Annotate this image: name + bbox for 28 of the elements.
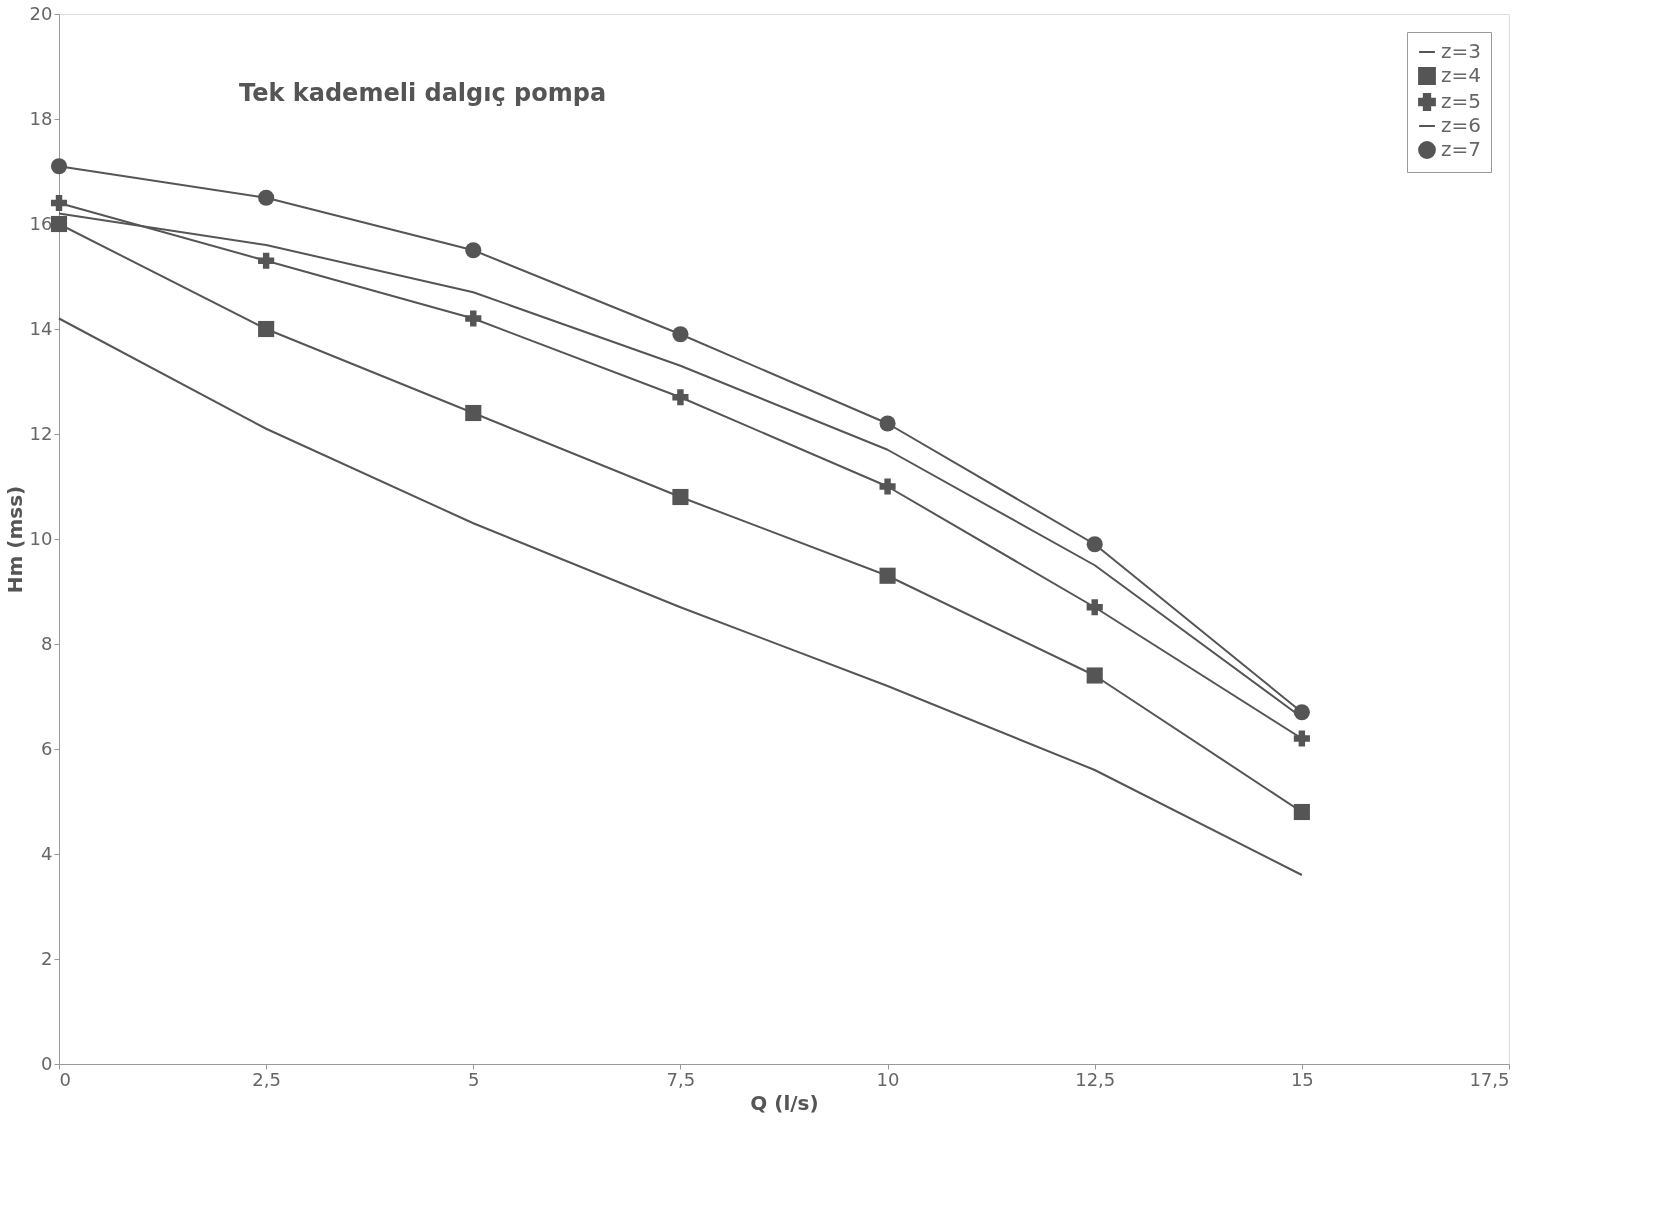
legend-label: z=4 xyxy=(1441,63,1481,87)
legend-label: z=7 xyxy=(1441,137,1481,161)
y-tick-label: 0 xyxy=(41,1052,53,1074)
x-tick-label: 7,5 xyxy=(666,1068,696,1090)
y-tick-label: 14 xyxy=(29,317,53,339)
y-tick-label: 16 xyxy=(29,212,53,234)
y-tick-label: 2 xyxy=(41,947,53,969)
x-tick-label: 10 xyxy=(876,1068,900,1090)
y-tick-label: 8 xyxy=(41,632,53,654)
y-tick-label: 6 xyxy=(41,737,53,759)
x-axis-title: Q (l/s) xyxy=(750,1090,819,1115)
x-tick-label: 17,5 xyxy=(1469,1068,1510,1090)
x-tick-label: 0 xyxy=(59,1068,71,1090)
x-tick-label: 2,5 xyxy=(252,1068,281,1090)
y-tick-label: 10 xyxy=(29,527,53,549)
y-tick-label: 12 xyxy=(29,422,53,444)
x-tick-label: 15 xyxy=(1290,1068,1314,1090)
x-tick-label: 5 xyxy=(468,1068,480,1090)
text: Tek kademeli dalgıç pompa xyxy=(239,79,607,107)
y-tick-label: 20 xyxy=(29,2,53,24)
x-tick-label: 12,5 xyxy=(1075,1068,1116,1090)
legend-label: z=5 xyxy=(1441,89,1481,113)
legend-label: z=6 xyxy=(1441,113,1481,137)
y-axis-title: Hm (mss) xyxy=(2,485,27,594)
y-tick-label: 18 xyxy=(29,107,53,129)
legend-label: z=3 xyxy=(1441,39,1481,63)
line-series xyxy=(58,317,1303,876)
y-tick-label: 4 xyxy=(41,842,53,864)
